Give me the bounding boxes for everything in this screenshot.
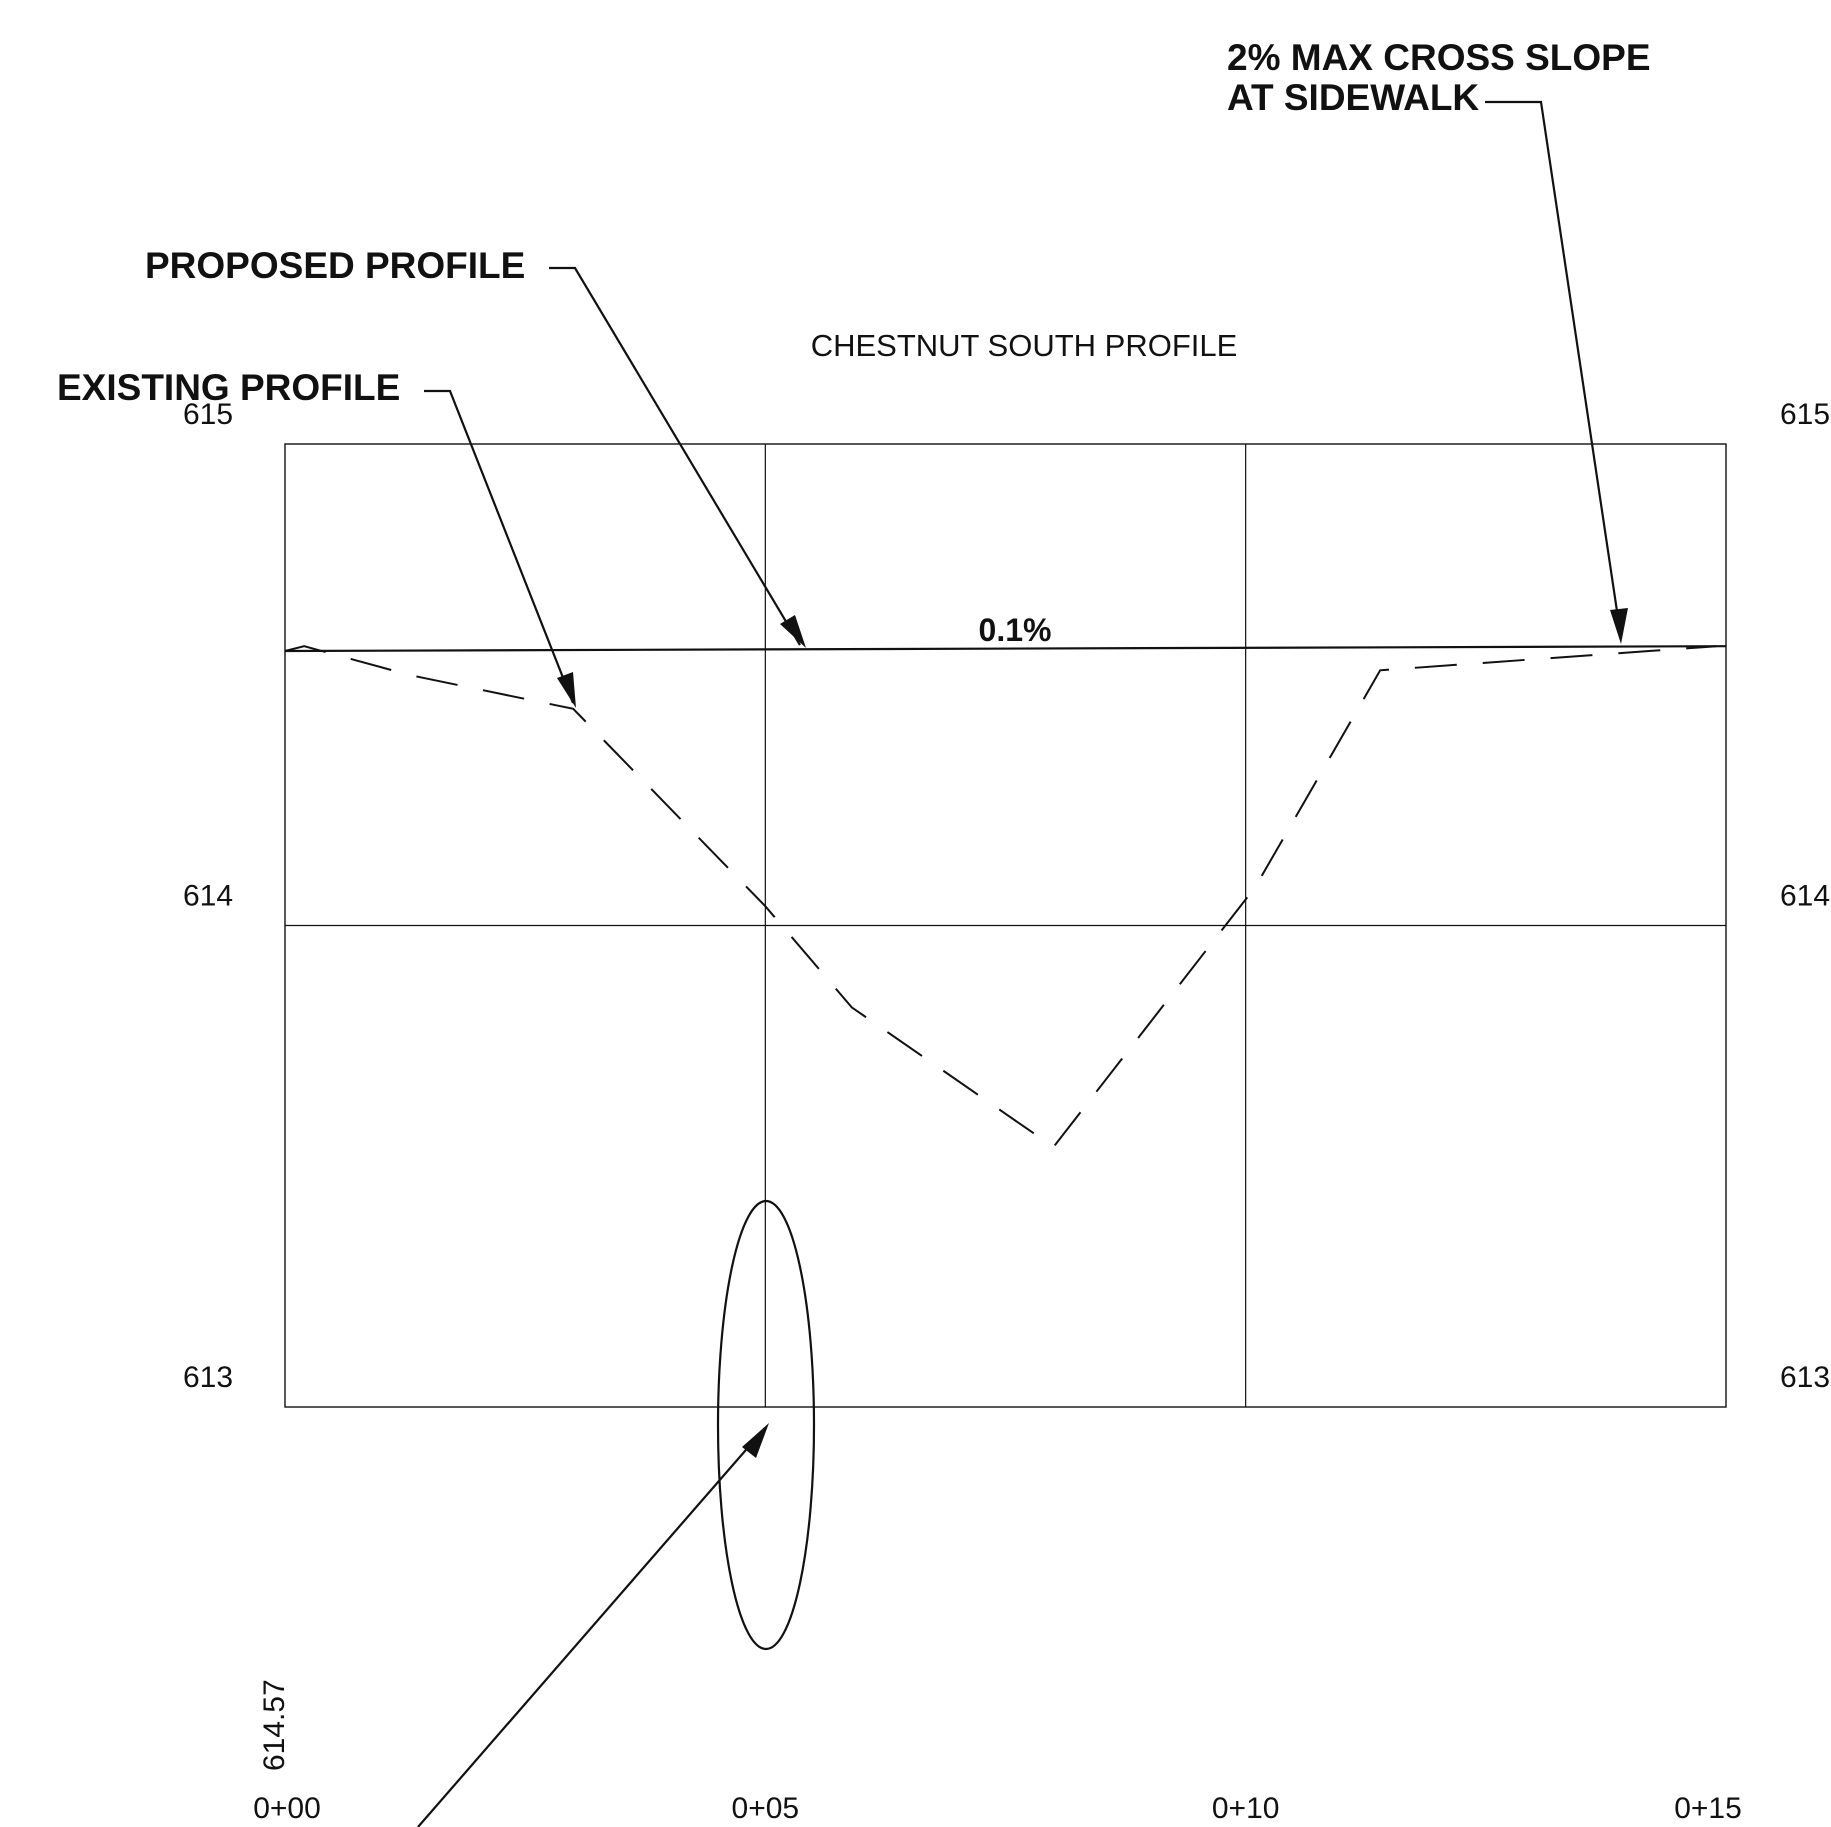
annotation-max-slope-line1: 2% MAX CROSS SLOPE bbox=[1227, 37, 1651, 78]
y-axis-left: 615 614 613 bbox=[183, 398, 233, 1394]
annotation-max-slope-line2: AT SIDEWALK bbox=[1227, 77, 1479, 118]
leader-existing-profile bbox=[424, 389, 575, 704]
annotation-grade: 0.1% bbox=[979, 612, 1052, 648]
annotation-proposed-profile: PROPOSED PROFILE bbox=[145, 245, 525, 286]
y-tick-label-left: 613 bbox=[183, 1361, 233, 1394]
x-tick-label: 0+00 bbox=[253, 1792, 321, 1825]
y-axis-right: 615 614 613 bbox=[1780, 398, 1830, 1394]
x-tick-label: 0+10 bbox=[1212, 1792, 1280, 1825]
arrowhead-existing-profile bbox=[557, 672, 576, 708]
arrowhead-proposed-profile bbox=[780, 615, 806, 648]
arrowhead-station-elevation bbox=[742, 1423, 769, 1458]
y-tick-label-right: 613 bbox=[1780, 1361, 1830, 1394]
y-tick-label-right: 614 bbox=[1780, 880, 1830, 913]
leader-max-slope bbox=[1485, 100, 1623, 639]
series-line-proposed-profile bbox=[284, 645, 1727, 653]
series-line-existing-profile bbox=[284, 645, 1717, 1149]
y-tick-label-right: 615 bbox=[1780, 398, 1830, 431]
x-tick-label: 0+15 bbox=[1674, 1792, 1742, 1825]
elevation-label: 614.57 bbox=[258, 1679, 291, 1771]
highlight-ellipse bbox=[716, 1199, 816, 1651]
y-tick-label-left: 615 bbox=[183, 398, 233, 431]
y-tick-label-left: 614 bbox=[183, 880, 233, 913]
annotation-existing-profile: EXISTING PROFILE bbox=[57, 367, 400, 408]
chart-title: CHESTNUT SOUTH PROFILE bbox=[811, 328, 1238, 363]
grid bbox=[284, 443, 1727, 1408]
leader-station-elevation bbox=[417, 1427, 766, 1827]
leader-proposed-profile bbox=[549, 266, 801, 646]
x-tick-label: 0+05 bbox=[732, 1792, 800, 1825]
x-axis: 0+00 0+05 0+10 0+15 bbox=[253, 1792, 1742, 1825]
arrowhead-max-slope bbox=[1610, 608, 1628, 644]
